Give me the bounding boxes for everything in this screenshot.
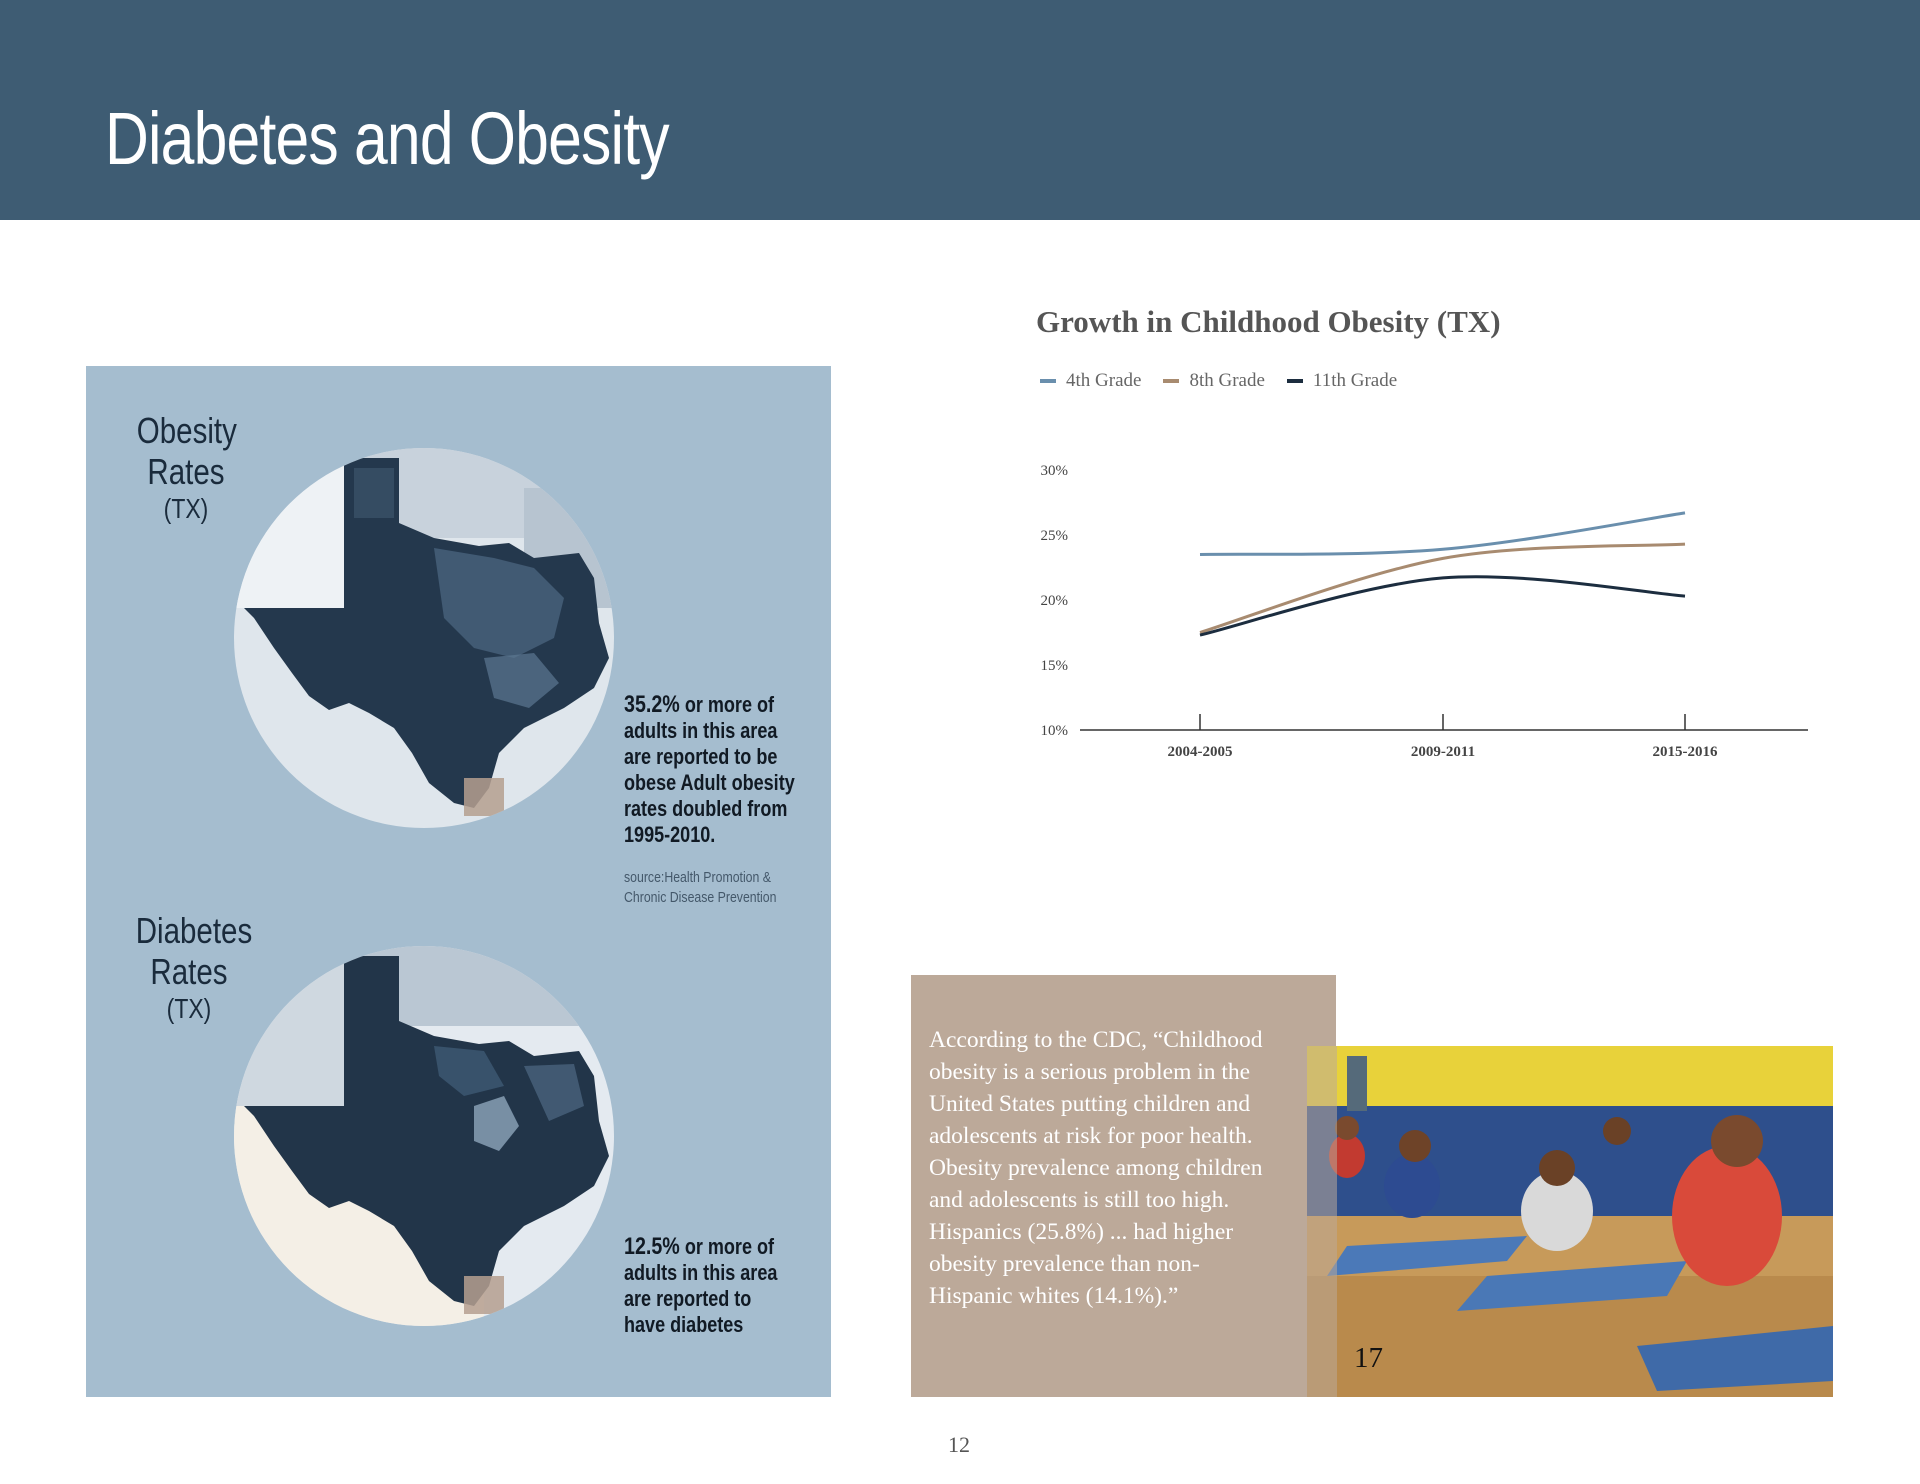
obesity-rates-title: Obesity Rates (TX) [136,410,237,524]
diabetes-map [234,946,614,1326]
diabetes-stat: 12.5% or more of adults in this area are… [624,1233,778,1338]
y-tick-label: 20% [1041,593,1069,609]
cdc-quote: According to the CDC, “Childhood obesity… [929,1027,1263,1309]
y-tick-label: 30% [1041,463,1069,479]
legend-swatch-11th-grade [1286,379,1303,383]
children-exercise-photo [1307,1046,1833,1397]
obesity-line-chart: 10% 15% 20% 25% 30% 2004-2005 2009-2011 2015-20… [1041,463,1808,760]
page-header: Diabetes and Obesity [0,0,1920,220]
y-tick-label: 25% [1041,528,1069,544]
legend-swatch-8th-grade [1163,379,1180,383]
page-title: Diabetes and Obesity [105,97,670,180]
obesity-stat: 35.2% or more of adults in this area are… [624,691,795,848]
diabetes-rates-title: Diabetes Rates (TX) [135,910,253,1024]
y-tick-label: 15% [1041,658,1069,674]
texas-diabetes-map-image [234,946,614,1326]
quote-box [911,975,1336,1397]
legend-item-8th-grade: 8th Grade [1163,370,1265,392]
series-line-11th-grade [1199,575,1686,637]
page-number: 12 [948,1432,970,1457]
series-line-8th-grade [1199,542,1686,634]
legend-label-8th-grade: 8th Grade [1189,370,1265,391]
x-tick-label: 2009-2011 [1411,744,1475,760]
legend-label-4th-grade: 4th Grade [1066,370,1142,391]
legend-swatch-4th-grade [1040,379,1056,383]
obesity-source: source:Health Promotion & Chronic Diseas… [624,869,777,906]
series-line-4th-grade [1199,511,1686,556]
x-tick-label: 2015-2016 [1653,744,1718,760]
gym-photo-image [1307,1046,1833,1397]
maps-panel: Obesity Rates (TX) 35.2% or more of adul… [86,366,831,1397]
photo-number: 17 [1354,1342,1383,1374]
y-tick-label: 10% [1041,723,1069,739]
legend-item-11th-grade: 11th Grade [1286,370,1398,392]
legend-label-11th-grade: 11th Grade [1312,370,1398,391]
chart-title: Growth in Childhood Obesity (TX) [1036,304,1501,339]
x-tick-label: 2004-2005 [1168,744,1233,760]
legend-item-4th-grade: 4th Grade [1040,370,1141,392]
texas-obesity-map-image [234,448,614,828]
obesity-map [234,448,614,828]
chart-legend: 4th Grade 8th Grade 11th Grade [1040,370,1397,392]
